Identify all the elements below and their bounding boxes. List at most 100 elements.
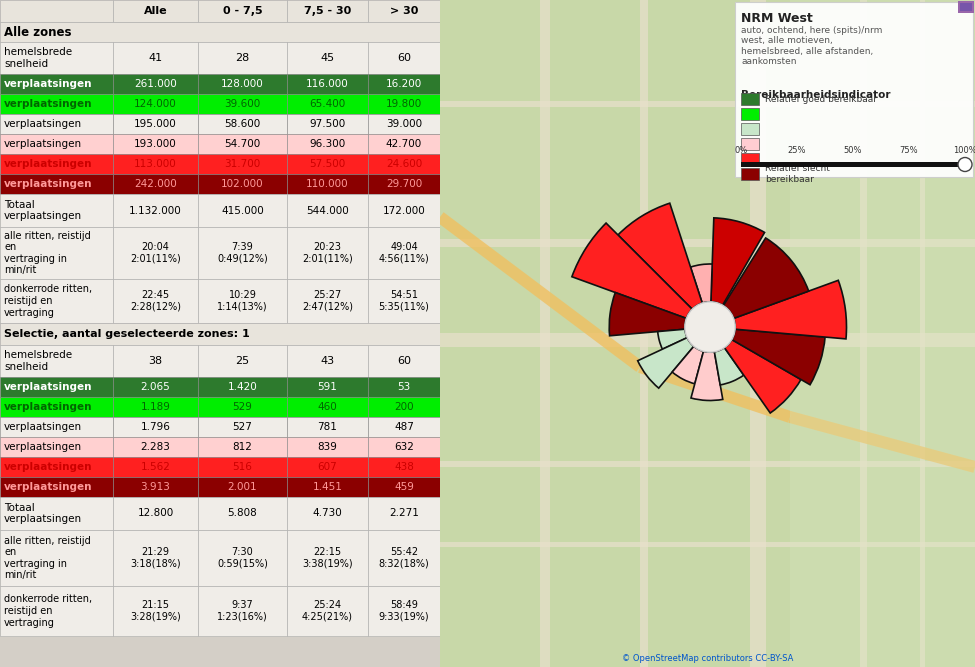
Bar bbox=[198, 377, 287, 397]
Bar bbox=[287, 457, 368, 477]
Text: 261.000: 261.000 bbox=[135, 79, 176, 89]
Bar bbox=[113, 94, 198, 114]
Text: 839: 839 bbox=[318, 442, 337, 452]
Bar bbox=[741, 108, 759, 120]
Text: verplaatsingen: verplaatsingen bbox=[4, 462, 93, 472]
Text: 607: 607 bbox=[318, 462, 337, 472]
Bar bbox=[113, 477, 198, 497]
Text: 96.300: 96.300 bbox=[309, 139, 346, 149]
Text: 3.913: 3.913 bbox=[140, 482, 171, 492]
Bar bbox=[113, 0, 198, 22]
Text: 1.189: 1.189 bbox=[140, 402, 171, 412]
Bar bbox=[741, 168, 759, 180]
Text: 39.000: 39.000 bbox=[386, 119, 422, 129]
Text: 25%: 25% bbox=[788, 146, 806, 155]
Bar bbox=[113, 586, 198, 636]
Text: 10:29
1:14(13%): 10:29 1:14(13%) bbox=[217, 290, 268, 311]
Wedge shape bbox=[715, 348, 744, 385]
Wedge shape bbox=[618, 203, 702, 309]
Bar bbox=[368, 497, 440, 530]
Bar bbox=[287, 377, 368, 397]
Bar bbox=[368, 42, 440, 74]
Bar bbox=[920, 0, 925, 667]
Text: 110.000: 110.000 bbox=[306, 179, 349, 189]
Bar bbox=[790, 0, 975, 667]
Text: 102.000: 102.000 bbox=[221, 179, 264, 189]
Text: 438: 438 bbox=[394, 462, 414, 472]
Text: 75%: 75% bbox=[900, 146, 918, 155]
Text: 65.400: 65.400 bbox=[309, 99, 346, 109]
Text: 516: 516 bbox=[233, 462, 253, 472]
Text: Selectie, aantal geselecteerde zones: 1: Selectie, aantal geselecteerde zones: 1 bbox=[4, 329, 250, 339]
Text: 25:24
4:25(21%): 25:24 4:25(21%) bbox=[302, 600, 353, 622]
Text: 50%: 50% bbox=[843, 146, 862, 155]
Wedge shape bbox=[672, 346, 704, 384]
Bar bbox=[198, 0, 287, 22]
Bar bbox=[198, 345, 287, 377]
Bar bbox=[113, 279, 198, 323]
Text: 42.700: 42.700 bbox=[386, 139, 422, 149]
Text: 25:27
2:47(12%): 25:27 2:47(12%) bbox=[302, 290, 353, 311]
Text: 2.065: 2.065 bbox=[140, 382, 171, 392]
Bar bbox=[0, 377, 113, 397]
Bar bbox=[368, 586, 440, 636]
Text: Relatief slecht
bereikbaar: Relatief slecht bereikbaar bbox=[765, 164, 830, 183]
Text: 12.800: 12.800 bbox=[137, 508, 174, 518]
Text: 58.600: 58.600 bbox=[224, 119, 260, 129]
Text: 57.500: 57.500 bbox=[309, 159, 346, 169]
Bar bbox=[368, 345, 440, 377]
Text: 544.000: 544.000 bbox=[306, 205, 349, 215]
Bar bbox=[287, 586, 368, 636]
Bar bbox=[287, 227, 368, 279]
Bar bbox=[368, 114, 440, 134]
Text: 60: 60 bbox=[397, 53, 411, 63]
Bar bbox=[198, 114, 287, 134]
Text: 21:29
3:18(18%): 21:29 3:18(18%) bbox=[131, 547, 180, 569]
Bar bbox=[113, 457, 198, 477]
Wedge shape bbox=[732, 329, 825, 385]
Bar bbox=[113, 134, 198, 154]
Text: Totaal
verplaatsingen: Totaal verplaatsingen bbox=[4, 503, 82, 524]
Polygon shape bbox=[437, 212, 644, 372]
Text: 20:04
2:01(11%): 20:04 2:01(11%) bbox=[130, 242, 181, 264]
Bar bbox=[113, 530, 198, 586]
Text: auto, ochtend, here (spits)/nrm
west, alle motieven,
hemelsbreed, alle afstanden: auto, ochtend, here (spits)/nrm west, al… bbox=[741, 26, 882, 66]
Polygon shape bbox=[789, 412, 975, 473]
Text: 97.500: 97.500 bbox=[309, 119, 346, 129]
Bar bbox=[368, 134, 440, 154]
Bar bbox=[0, 174, 113, 194]
Bar bbox=[0, 437, 113, 457]
Text: 460: 460 bbox=[318, 402, 337, 412]
Text: 43: 43 bbox=[321, 356, 334, 366]
Wedge shape bbox=[658, 329, 687, 350]
Text: 113.000: 113.000 bbox=[135, 159, 176, 169]
Bar bbox=[0, 194, 113, 227]
Bar bbox=[741, 138, 759, 150]
Bar bbox=[368, 74, 440, 94]
Bar bbox=[368, 94, 440, 114]
Bar bbox=[0, 345, 113, 377]
Text: 100%: 100% bbox=[954, 146, 975, 155]
Bar bbox=[198, 194, 287, 227]
Text: verplaatsingen: verplaatsingen bbox=[4, 79, 93, 89]
Bar bbox=[198, 174, 287, 194]
Text: alle ritten, reistijd
en
vertraging in
min/rit: alle ritten, reistijd en vertraging in m… bbox=[4, 231, 91, 275]
Bar bbox=[0, 94, 113, 114]
Text: 28: 28 bbox=[235, 53, 250, 63]
Bar bbox=[368, 0, 440, 22]
Bar bbox=[0, 417, 113, 437]
Bar bbox=[287, 94, 368, 114]
Bar bbox=[741, 153, 759, 165]
Bar bbox=[368, 227, 440, 279]
Bar bbox=[0, 114, 113, 134]
Bar bbox=[750, 0, 766, 667]
Text: hemelsbrede
snelheid: hemelsbrede snelheid bbox=[4, 350, 72, 372]
Wedge shape bbox=[690, 264, 712, 303]
Bar bbox=[0, 74, 113, 94]
Bar bbox=[113, 42, 198, 74]
Text: verplaatsingen: verplaatsingen bbox=[4, 442, 82, 452]
Bar bbox=[198, 477, 287, 497]
Bar bbox=[368, 174, 440, 194]
Text: NRM West: NRM West bbox=[741, 12, 813, 25]
Bar bbox=[368, 279, 440, 323]
